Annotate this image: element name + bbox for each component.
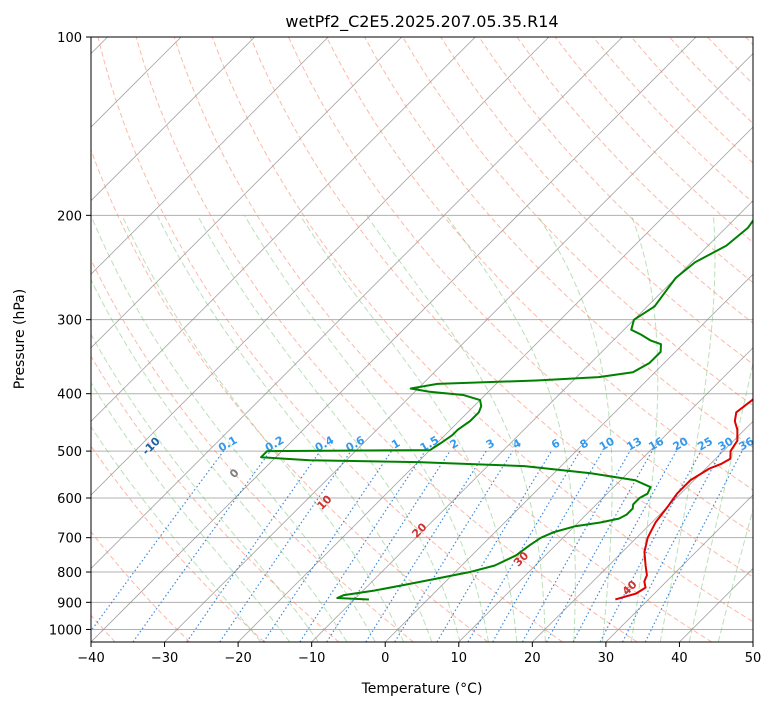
isotherm-line bbox=[164, 52, 753, 642]
y-tick-label: 700 bbox=[57, 532, 82, 547]
mixing-ratio-label: 36 bbox=[736, 434, 756, 453]
moist-adiabat-lines bbox=[91, 215, 753, 642]
dry-adiabat-line bbox=[91, 148, 489, 642]
moist-adiabat-line bbox=[445, 215, 576, 642]
mixing-ratio-line bbox=[521, 450, 631, 642]
isotherm-line bbox=[91, 37, 476, 422]
moist-adiabat-line bbox=[91, 425, 262, 642]
moist-adiabat-line bbox=[197, 215, 461, 642]
mixing-ratio-line bbox=[219, 450, 352, 642]
mixing-ratio-line bbox=[572, 450, 677, 642]
moist-adiabat-line bbox=[156, 215, 433, 642]
mixing-ratio-line bbox=[326, 450, 451, 642]
x-tick-label: 0 bbox=[381, 651, 389, 666]
mixing-ratio-line bbox=[263, 450, 393, 642]
mixing-ratio-line bbox=[546, 450, 653, 642]
moist-adiabat-line bbox=[630, 215, 659, 642]
mixing-ratio-line bbox=[394, 450, 514, 642]
moist-adiabat-line bbox=[366, 215, 546, 642]
y-tick-label: 800 bbox=[57, 566, 82, 581]
mixing-ratio-line bbox=[299, 450, 426, 642]
mixing-ratio-line bbox=[644, 450, 743, 642]
x-tick-label: 40 bbox=[671, 651, 688, 666]
x-tick-label: −10 bbox=[298, 651, 325, 666]
isotherm-line bbox=[237, 126, 753, 642]
dry-adiabat-line bbox=[91, 531, 191, 642]
isotherm-line bbox=[91, 37, 623, 570]
isotherm-line bbox=[91, 37, 403, 349]
pressure-gridlines bbox=[91, 37, 753, 630]
dewpoint-profile-line bbox=[260, 218, 753, 601]
x-tick-label: 20 bbox=[524, 651, 541, 666]
y-tick-label: 200 bbox=[57, 209, 82, 224]
x-tick-label: 30 bbox=[598, 651, 615, 666]
dry-adiabat-line bbox=[402, 37, 753, 407]
dry-adiabat-line bbox=[211, 37, 753, 623]
isotherm-line bbox=[532, 420, 753, 642]
dry-adiabat-line bbox=[326, 37, 753, 491]
moist-adiabat-line bbox=[717, 507, 753, 642]
isotherm-line bbox=[91, 37, 697, 642]
moist-adiabat-line bbox=[299, 215, 518, 642]
dry-adiabat-line bbox=[135, 37, 638, 642]
temperature-profile-line bbox=[615, 397, 753, 601]
x-tick-label: −30 bbox=[151, 651, 178, 666]
moist-adiabat-line bbox=[659, 215, 716, 642]
isotherm-line bbox=[384, 273, 753, 642]
y-axis-label: Pressure (hPa) bbox=[12, 289, 28, 389]
moist-adiabat-line bbox=[688, 360, 753, 642]
isotherm-line bbox=[91, 37, 255, 202]
mixing-ratio-lines bbox=[91, 450, 743, 642]
dry-adiabat-line bbox=[173, 37, 713, 642]
plot-frame bbox=[90, 36, 754, 643]
dry-adiabat-line bbox=[249, 37, 753, 578]
y-tick-label: 900 bbox=[57, 596, 82, 611]
moist-adiabat-line bbox=[91, 333, 319, 642]
x-tick-label: 50 bbox=[745, 651, 762, 666]
dry-adiabat-line bbox=[516, 37, 753, 284]
isotherm-line bbox=[91, 37, 550, 496]
axes: −40 −30 −20 −10 0 10 20 30 40 50 100 200 300 400 500 60… bbox=[49, 31, 761, 666]
dry-adiabat-line bbox=[91, 355, 340, 642]
y-tick-label: 600 bbox=[57, 492, 82, 507]
y-tick-label: 300 bbox=[57, 314, 82, 329]
mixing-ratio-line bbox=[91, 450, 225, 632]
moist-adiabat-line bbox=[91, 278, 348, 642]
dry-adiabat-line bbox=[91, 445, 265, 642]
x-tick-label: 10 bbox=[451, 651, 468, 666]
moist-adiabat-line bbox=[244, 215, 489, 642]
moist-adiabat-line bbox=[91, 215, 376, 642]
moist-adiabat-line bbox=[537, 215, 613, 642]
dry-adiabat-line bbox=[97, 37, 563, 642]
y-tick-label: 500 bbox=[57, 445, 82, 460]
y-tick-label: 1000 bbox=[49, 623, 82, 638]
x-tick-label: −20 bbox=[224, 651, 251, 666]
sounding-profiles bbox=[260, 218, 753, 601]
y-tick-label: 400 bbox=[57, 388, 82, 403]
plot-area bbox=[91, 37, 753, 642]
moist-adiabat-line bbox=[121, 215, 405, 642]
mixing-ratio-line bbox=[186, 450, 321, 642]
y-tick-label: 100 bbox=[57, 31, 82, 46]
plot-background bbox=[91, 37, 753, 642]
x-tick-label: −40 bbox=[77, 651, 104, 666]
isotherm-line bbox=[605, 494, 753, 642]
chart-title: wetPf2_C2E5.2025.207.05.35.R14 bbox=[285, 12, 558, 32]
dry-adiabat-line bbox=[478, 37, 753, 324]
isotherm-line bbox=[91, 37, 329, 275]
isotherm-line bbox=[458, 347, 753, 642]
mixing-ratio-line bbox=[132, 450, 271, 642]
isotherm-lines bbox=[91, 37, 753, 642]
dry-adiabat-lines bbox=[91, 37, 753, 642]
x-axis-label: Temperature (°C) bbox=[361, 681, 483, 697]
